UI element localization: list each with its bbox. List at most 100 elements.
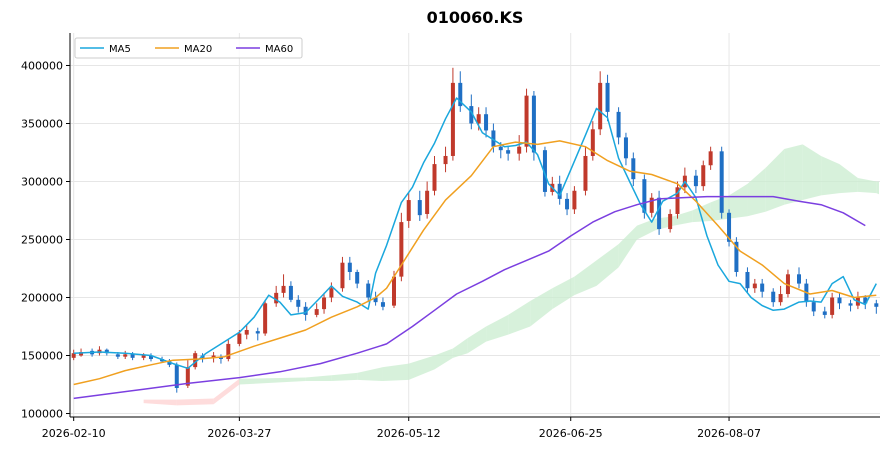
candle-body-69 bbox=[657, 198, 661, 229]
candle-59 bbox=[572, 186, 576, 214]
candle-body-30 bbox=[329, 288, 333, 297]
cloud-segment-25 bbox=[747, 168, 765, 217]
cloud-segment-0 bbox=[144, 400, 177, 406]
cloud-segment-16 bbox=[574, 260, 596, 295]
candle-body-60 bbox=[583, 156, 587, 191]
candle-80 bbox=[753, 279, 757, 293]
candle-90 bbox=[838, 293, 842, 309]
candle-91 bbox=[849, 300, 853, 312]
candle-81 bbox=[760, 279, 764, 298]
candle-41 bbox=[425, 181, 429, 218]
candle-39 bbox=[407, 193, 411, 228]
candle-62 bbox=[598, 71, 602, 135]
candle-40 bbox=[418, 191, 422, 221]
cloud-segment-3 bbox=[239, 378, 305, 385]
y-tick-label-0: 100000 bbox=[21, 408, 63, 421]
cloud-segment-10 bbox=[453, 338, 468, 358]
candle-body-31 bbox=[340, 263, 344, 289]
candle-body-41 bbox=[425, 191, 429, 214]
candle-33 bbox=[355, 270, 359, 289]
candle-76 bbox=[720, 147, 724, 219]
candle-body-52 bbox=[517, 147, 521, 154]
candle-body-75 bbox=[709, 151, 713, 165]
cloud-segment-29 bbox=[821, 156, 839, 195]
candle-65 bbox=[624, 133, 628, 165]
candle-body-33 bbox=[355, 272, 359, 284]
candle-20 bbox=[245, 325, 249, 339]
candle-body-22 bbox=[263, 303, 267, 333]
candle-body-18 bbox=[226, 344, 230, 359]
candle-body-66 bbox=[631, 158, 635, 179]
candle-25 bbox=[289, 281, 293, 302]
candle-83 bbox=[779, 286, 783, 306]
candle-78 bbox=[734, 237, 738, 276]
candle-87 bbox=[812, 298, 816, 317]
y-tick-label-2: 200000 bbox=[21, 292, 63, 305]
candle-28 bbox=[315, 303, 319, 317]
candle-body-89 bbox=[830, 298, 834, 315]
candle-12 bbox=[175, 362, 179, 392]
candle-body-94 bbox=[874, 303, 878, 306]
x-tick-label-4: 2026-08-07 bbox=[697, 427, 761, 440]
cloud-segment-17 bbox=[597, 244, 619, 286]
cloud-segment-27 bbox=[784, 144, 802, 204]
candle-body-6 bbox=[123, 354, 127, 356]
x-tick-label-1: 2026-03-27 bbox=[207, 427, 271, 440]
candle-body-79 bbox=[745, 272, 749, 288]
candle-73 bbox=[694, 170, 698, 193]
cloud-segment-4 bbox=[306, 375, 332, 381]
candle-18 bbox=[226, 339, 230, 361]
candle-body-32 bbox=[348, 263, 352, 272]
candle-21 bbox=[256, 328, 260, 341]
candle-42 bbox=[433, 156, 437, 195]
candle-3 bbox=[97, 346, 101, 355]
ichimoku-cloud bbox=[144, 144, 879, 405]
cloud-segment-31 bbox=[858, 178, 876, 193]
candle-36 bbox=[381, 298, 385, 311]
candle-body-50 bbox=[499, 147, 503, 150]
legend-label-ma20: MA20 bbox=[184, 44, 212, 55]
cloud-segment-1 bbox=[177, 398, 214, 405]
legend-label-ma60: MA60 bbox=[265, 44, 293, 55]
candle-body-64 bbox=[617, 112, 621, 138]
cloud-segment-13 bbox=[508, 301, 530, 335]
candle-body-81 bbox=[760, 284, 764, 292]
candle-body-34 bbox=[366, 284, 370, 298]
cloud-segment-18 bbox=[619, 226, 637, 268]
y-tick-label-1: 150000 bbox=[21, 350, 63, 363]
y-tick-label-3: 250000 bbox=[21, 234, 63, 247]
candle-74 bbox=[701, 161, 705, 191]
candle-body-7 bbox=[131, 354, 135, 357]
candle-23 bbox=[274, 286, 278, 307]
candle-body-24 bbox=[282, 286, 286, 293]
candle-69 bbox=[657, 191, 661, 235]
candle-22 bbox=[263, 300, 267, 336]
candle-body-63 bbox=[606, 83, 610, 112]
candle-body-91 bbox=[849, 303, 853, 305]
candle-body-74 bbox=[701, 165, 705, 186]
candle-body-51 bbox=[506, 150, 510, 153]
candle-57 bbox=[558, 176, 562, 205]
chart-title: 010060.KS bbox=[427, 8, 524, 27]
candle-body-80 bbox=[753, 284, 757, 289]
axes: 100000 150000 200000 250000 300000 350000 4000… bbox=[21, 33, 880, 440]
candle-6 bbox=[123, 351, 127, 359]
candle-body-28 bbox=[315, 309, 319, 315]
candle-body-82 bbox=[771, 292, 775, 302]
candle-44 bbox=[451, 68, 455, 161]
candle-body-25 bbox=[289, 286, 293, 300]
candle-body-29 bbox=[322, 298, 326, 310]
cloud-segment-9 bbox=[435, 349, 453, 370]
candle-85 bbox=[797, 267, 801, 288]
cloud-segment-24 bbox=[729, 184, 747, 219]
y-tick-label-5: 350000 bbox=[21, 117, 63, 130]
candle-body-53 bbox=[525, 96, 529, 147]
y-tick-label-6: 400000 bbox=[21, 59, 63, 72]
candle-body-21 bbox=[256, 331, 260, 333]
candle-0 bbox=[72, 350, 76, 360]
candle-body-44 bbox=[451, 83, 455, 156]
candle-body-59 bbox=[572, 191, 576, 210]
cloud-segment-14 bbox=[530, 288, 552, 326]
candle-84 bbox=[786, 270, 790, 298]
candle-89 bbox=[830, 293, 834, 319]
